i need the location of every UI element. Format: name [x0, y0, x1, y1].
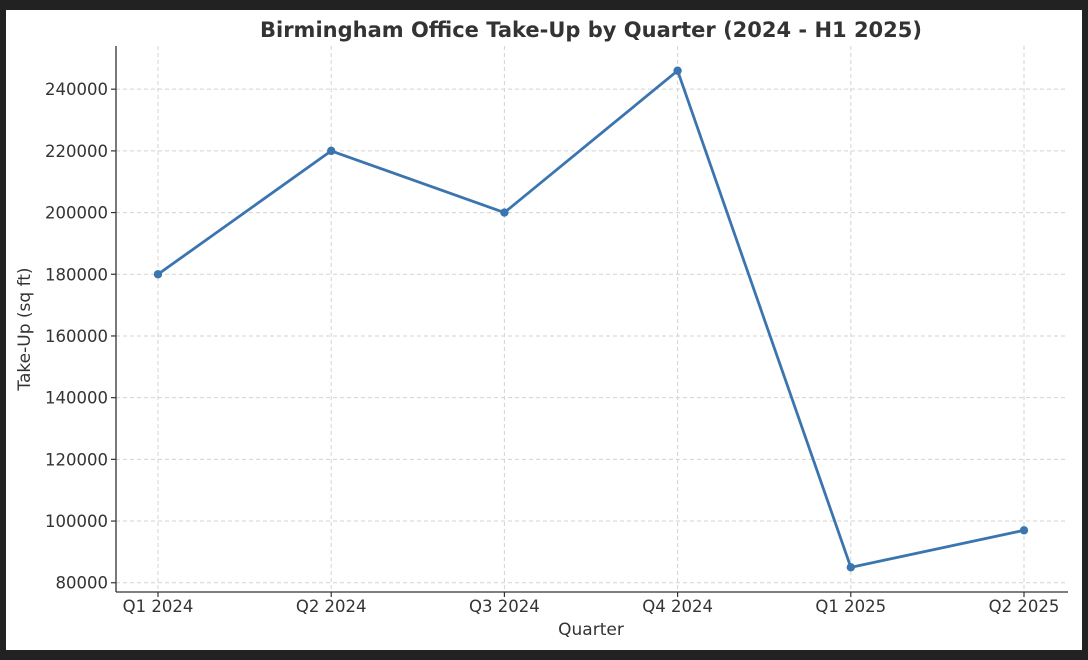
y-tick-label: 220000: [45, 142, 108, 161]
series-line: [156, 69, 1026, 569]
y-tick-label: 100000: [45, 512, 108, 531]
data-point: [327, 146, 336, 156]
y-axis-label: Take-Up (sq ft): [15, 267, 35, 391]
x-tick-label: Q2 2024: [296, 597, 367, 616]
data-point: [673, 66, 682, 75]
series: [153, 66, 1029, 572]
y-tick-label: 200000: [45, 204, 108, 223]
y-tick-label: 80000: [56, 574, 109, 593]
chart-frame: 80000 100000 120000 140000 160000 180000 20000…: [6, 10, 1082, 650]
data-point: [1019, 526, 1029, 535]
x-tick-label: Q2 2025: [989, 597, 1060, 616]
chart-title: Birmingham Office Take-Up by Quarter (20…: [260, 18, 922, 42]
y-tick-label: 120000: [45, 450, 108, 469]
y-tick-label: 160000: [45, 327, 108, 346]
y-tick-label: 180000: [45, 265, 108, 284]
x-tick-label: Q1 2024: [123, 597, 194, 616]
data-point: [846, 563, 855, 572]
ticks: 80000 100000 120000 140000 160000 180000 20000…: [45, 80, 1059, 616]
grid: [116, 46, 1068, 592]
x-tick-label: Q4 2024: [642, 597, 713, 616]
axes: [115, 46, 1068, 593]
data-point: [500, 208, 509, 217]
data-point: [153, 270, 163, 279]
x-axis-label: Quarter: [558, 620, 624, 640]
line-chart: 80000 100000 120000 140000 160000 180000 20000…: [15, 18, 1068, 640]
y-tick-label: 240000: [45, 80, 108, 99]
x-tick-label: Q3 2024: [469, 597, 540, 616]
x-tick-label: Q1 2025: [815, 597, 886, 616]
y-tick-label: 140000: [45, 389, 108, 408]
